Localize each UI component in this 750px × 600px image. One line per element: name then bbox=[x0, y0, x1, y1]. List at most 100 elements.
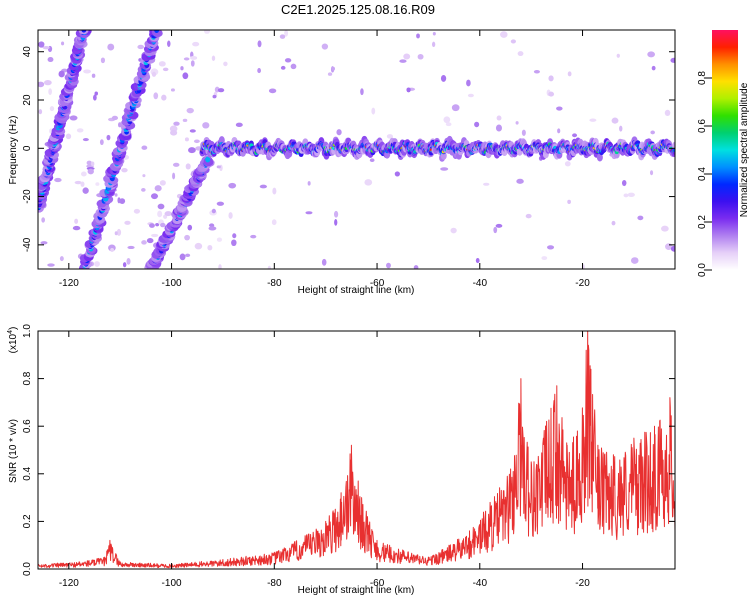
heatmap-cell bbox=[188, 147, 196, 154]
heatmap-cell bbox=[670, 57, 675, 63]
heatmap-cell bbox=[564, 161, 571, 167]
heatmap-cell bbox=[194, 242, 203, 250]
heatmap-cell bbox=[611, 220, 616, 226]
heatmap-cell bbox=[182, 72, 189, 80]
colorbar-tick-label: 0.0 bbox=[697, 263, 708, 277]
heatmap-cell bbox=[160, 222, 166, 228]
heatmap-cell bbox=[202, 122, 210, 129]
heatmap-cell bbox=[149, 223, 155, 228]
heatmap-cell bbox=[496, 115, 502, 121]
heatmap-cell bbox=[111, 115, 119, 121]
heatmap-cell bbox=[54, 177, 62, 183]
heatmap-cell bbox=[216, 237, 223, 242]
heatmap-cell bbox=[141, 240, 147, 245]
bottom-y-scale-label: (x104) bbox=[7, 327, 19, 354]
heatmap-cell bbox=[185, 253, 191, 258]
heatmap-cell bbox=[394, 171, 400, 177]
top-plot-frame bbox=[37, 29, 676, 270]
heatmap-cell bbox=[151, 71, 157, 77]
colorbar-label: Normalized spectral amplitude bbox=[739, 82, 750, 217]
bottom-x-ticks: -120 -100 -80 -60 -40 -20 bbox=[59, 331, 590, 589]
heatmap-cell bbox=[515, 121, 519, 125]
heatmap-cell bbox=[223, 61, 228, 67]
x-tick-label: -20 bbox=[575, 278, 590, 289]
heatmap-cell bbox=[450, 227, 457, 234]
heatmap-cell bbox=[510, 39, 516, 44]
heatmap-cell bbox=[81, 30, 87, 33]
heatmap-marks bbox=[38, 30, 675, 269]
heatmap-cell bbox=[83, 69, 92, 74]
heatmap-cell bbox=[331, 66, 335, 71]
heatmap-cell bbox=[47, 263, 55, 267]
x-tick-label: -60 bbox=[370, 578, 385, 589]
heatmap-cell bbox=[127, 245, 135, 250]
heatmap-cell bbox=[445, 122, 452, 127]
y-tick-label: 0.4 bbox=[22, 466, 33, 480]
heatmap-cell bbox=[327, 72, 333, 76]
heatmap-cell bbox=[211, 55, 216, 61]
colorbar bbox=[712, 30, 738, 270]
heatmap-cell bbox=[440, 74, 447, 82]
heatmap-cell bbox=[216, 201, 225, 206]
heatmap-cell bbox=[495, 223, 503, 228]
heatmap-cell bbox=[321, 43, 329, 50]
colorbar-tick-label: 0.4 bbox=[697, 167, 708, 181]
heatmap-cell bbox=[72, 225, 81, 231]
heatmap-cell bbox=[190, 60, 195, 67]
heatmap-cell bbox=[547, 245, 555, 250]
heatmap-cell bbox=[186, 107, 194, 114]
heatmap-cell bbox=[336, 129, 342, 136]
heatmap-cell bbox=[279, 34, 286, 39]
heatmap-cell bbox=[87, 168, 94, 175]
heatmap-cell bbox=[161, 94, 167, 101]
heatmap-cell bbox=[619, 125, 623, 132]
heatmap-cell bbox=[110, 247, 115, 252]
heatmap-cell bbox=[133, 208, 141, 214]
heatmap-cell bbox=[443, 116, 451, 124]
heatmap-cell bbox=[516, 178, 524, 184]
heatmap-cell bbox=[61, 41, 65, 46]
heatmap-cell bbox=[307, 181, 311, 186]
heatmap-cell bbox=[146, 237, 154, 244]
heatmap-cell bbox=[267, 265, 271, 269]
heatmap-cell bbox=[164, 211, 172, 217]
heatmap-cell bbox=[650, 130, 655, 135]
x-tick-label: -100 bbox=[162, 278, 182, 289]
y-tick-label: 20 bbox=[22, 94, 33, 106]
heatmap-cell bbox=[451, 104, 460, 112]
heatmap-cell bbox=[290, 63, 297, 70]
heatmap-cell bbox=[124, 220, 131, 225]
heatmap-cell bbox=[556, 106, 563, 111]
heatmap-cell bbox=[647, 51, 655, 58]
heatmap-cell bbox=[406, 87, 411, 93]
heatmap-cell bbox=[616, 53, 620, 58]
x-tick-label: -60 bbox=[370, 278, 385, 289]
heatmap-cell bbox=[76, 128, 84, 133]
heatmap-cell bbox=[179, 253, 186, 261]
heatmap-cell bbox=[187, 224, 193, 231]
heatmap-cell bbox=[142, 174, 146, 178]
heatmap-cell bbox=[184, 234, 190, 241]
heatmap-cell bbox=[623, 193, 629, 198]
heatmap-cell bbox=[272, 187, 277, 195]
bottom-y-ticks: 0.0 0.2 0.4 0.6 0.8 1.0 bbox=[22, 324, 675, 576]
heatmap-cell bbox=[589, 118, 597, 122]
bottom-plot-frame bbox=[37, 330, 676, 570]
x-tick-label: -80 bbox=[267, 278, 282, 289]
heatmap-cell bbox=[162, 67, 169, 72]
y-tick-label: 1.0 bbox=[22, 324, 33, 338]
heatmap-cell bbox=[475, 258, 480, 264]
heatmap-cell bbox=[596, 153, 603, 162]
heatmap-cell bbox=[209, 223, 215, 228]
heatmap-cell bbox=[386, 262, 391, 269]
heatmap-cell bbox=[122, 262, 127, 268]
heatmap-cell bbox=[399, 59, 407, 63]
heatmap-cell bbox=[47, 56, 54, 63]
heatmap-cell bbox=[611, 117, 619, 124]
y-tick-label: -20 bbox=[22, 189, 33, 204]
heatmap-cell bbox=[672, 141, 675, 150]
heatmap-cell bbox=[184, 137, 189, 142]
heatmap-cell bbox=[474, 121, 480, 128]
colorbar-tick-label: 0.8 bbox=[697, 71, 708, 85]
y-tick-label: 0 bbox=[22, 145, 33, 151]
